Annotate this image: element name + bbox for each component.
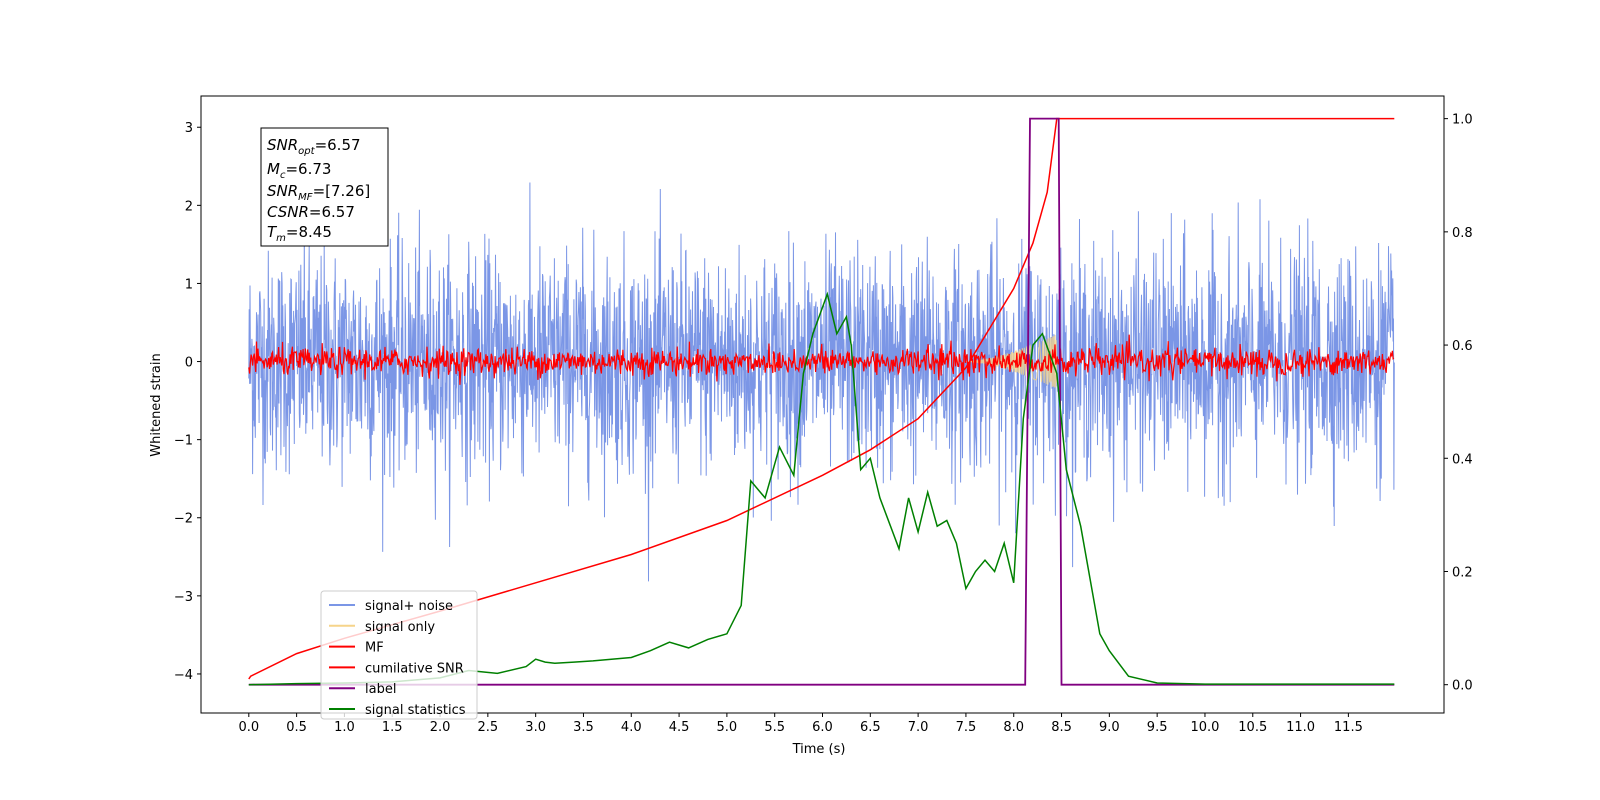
- series-signal-plus-noise: [248, 182, 1395, 582]
- y-tick-label: −1: [174, 434, 193, 449]
- annotation-frame: [260, 127, 389, 247]
- legend: signal+ noise signal only MF cumilative SNR…: [320, 590, 478, 720]
- x-tick-label: 3.5: [573, 720, 594, 735]
- y-tick-label: −2: [174, 512, 193, 527]
- annotation-tm: Tm=8.45: [267, 223, 332, 244]
- x-tick-label: 4.5: [669, 720, 690, 735]
- x-tick-label: 7.5: [956, 720, 977, 735]
- x-tick-label: 11.0: [1286, 720, 1315, 735]
- x-tick-label: 5.5: [764, 720, 785, 735]
- x-tick-label: 3.0: [525, 720, 546, 735]
- y-tick-label: 2: [185, 199, 193, 214]
- y-axis-label: Whitened strain: [149, 353, 164, 456]
- label-line: [248, 117, 1395, 686]
- series-mf: [248, 334, 1395, 385]
- y2-tick-label: 0.2: [1452, 565, 1473, 580]
- y-tick-label: 3: [185, 121, 193, 136]
- annotation-snr-opt: SNRopt=6.57: [267, 136, 361, 157]
- x-tick-label: 8.5: [1051, 720, 1072, 735]
- x-tick-label: 0.5: [286, 720, 307, 735]
- y2-tick-label: 0.0: [1452, 679, 1473, 694]
- y-tick-label: 0: [185, 356, 193, 371]
- x-tick-label: 2.0: [430, 720, 451, 735]
- annotation-box: SNRopt=6.57 Mc=6.73 SNRMF=[7.26] CSNR=6.…: [260, 127, 389, 247]
- signal-statistics-line: [248, 291, 1395, 686]
- series-signal-statistics: [248, 291, 1395, 686]
- x-tick-label: 0.0: [238, 720, 259, 735]
- legend-label: cumilative SNR: [365, 661, 464, 676]
- x-tick-label: 1.0: [334, 720, 355, 735]
- x-tick-label: 4.0: [621, 720, 642, 735]
- legend-label: signal only: [365, 620, 435, 635]
- y-tick-label: −4: [174, 668, 193, 683]
- x-axis-label: Time (s): [792, 742, 846, 757]
- x-axis: 0.0 0.5 1.0 1.5 2.0 2.5 3.0 3.5 4.0 4.5 5.0 5.5 6.0 6…: [238, 713, 1363, 735]
- legend-label: signal statistics: [365, 703, 466, 718]
- x-tick-label: 11.5: [1334, 720, 1363, 735]
- annotation-csnr: CSNR=6.57: [267, 203, 355, 221]
- x-tick-label: 9.0: [1099, 720, 1120, 735]
- series-label: [248, 117, 1395, 686]
- x-tick-label: 8.0: [1003, 720, 1024, 735]
- x-tick-label: 7.0: [908, 720, 929, 735]
- y-tick-label: −3: [174, 590, 193, 605]
- legend-label: label: [365, 682, 396, 697]
- y-axis-left: 3 2 1 0 −1 −2 −3 −4: [174, 121, 201, 683]
- x-tick-label: 1.5: [382, 720, 403, 735]
- annotation-mc: Mc=6.73: [267, 160, 331, 181]
- x-tick-label: 5.0: [717, 720, 738, 735]
- x-tick-label: 10.5: [1238, 720, 1267, 735]
- x-tick-label: 6.5: [860, 720, 881, 735]
- signal-plus-noise-line: [248, 182, 1395, 582]
- x-tick-label: 2.5: [478, 720, 499, 735]
- legend-label: signal+ noise: [365, 599, 453, 614]
- y-axis-right: 1.0 0.8 0.6 0.4 0.2 0.0: [1444, 113, 1473, 694]
- mf-line: [248, 334, 1395, 385]
- x-tick-label: 9.5: [1147, 720, 1168, 735]
- legend-frame: [320, 590, 478, 720]
- annotation-snr-mf: SNRMF=[7.26]: [267, 182, 370, 203]
- x-tick-label: 6.0: [812, 720, 833, 735]
- y2-tick-label: 0.8: [1452, 226, 1473, 241]
- y2-tick-label: 0.6: [1452, 339, 1473, 354]
- y2-tick-label: 1.0: [1452, 113, 1473, 128]
- x-tick-label: 10.0: [1190, 720, 1219, 735]
- y-tick-label: 1: [185, 277, 193, 292]
- legend-label: MF: [365, 641, 384, 656]
- y2-tick-label: 0.4: [1452, 452, 1473, 467]
